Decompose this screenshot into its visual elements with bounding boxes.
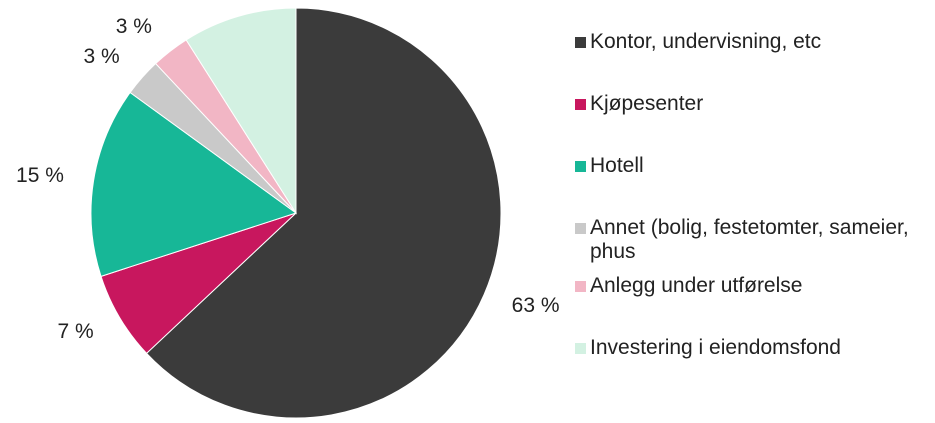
pie-slice (185, 7, 297, 215)
data-label: 15 % (16, 164, 64, 187)
legend-label: Kjøpesenter (590, 92, 704, 115)
legend-label: Investering i eiendomsfond (590, 336, 841, 359)
legend-swatch (575, 223, 586, 234)
legend: Kontor, undervisning, etc Kjøpesenter Hote… (575, 30, 933, 398)
legend-item: Anlegg under utførelse (575, 274, 933, 336)
pie-area: 63 %7 %15 %3 %3 %9 % (16, 7, 560, 419)
data-label: 7 % (58, 320, 94, 343)
legend-label: Kontor, undervisning, etc (590, 30, 822, 53)
data-label: 3 % (116, 15, 152, 38)
legend-swatch (575, 281, 586, 292)
legend-item: Kontor, undervisning, etc (575, 30, 933, 92)
legend-swatch (575, 343, 586, 354)
data-label: 63 % (512, 294, 560, 317)
pie-slice (90, 91, 298, 277)
legend-item: Investering i eiendomsfond (575, 336, 933, 398)
legend-label: Anlegg under utførelse (590, 274, 803, 297)
legend-swatch (575, 37, 586, 48)
legend-swatch (575, 99, 586, 110)
data-label: 3 % (84, 45, 120, 68)
legend-label: Hotell (590, 154, 644, 177)
legend-swatch (575, 161, 586, 172)
legend-item: Kjøpesenter (575, 92, 933, 154)
legend-item: Hotell (575, 154, 933, 216)
legend-item: Annet (bolig, festetomter, sameier, phus (575, 216, 933, 274)
legend-label: Annet (bolig, festetomter, sameier, phus (590, 216, 909, 263)
pie-slice (145, 7, 502, 419)
